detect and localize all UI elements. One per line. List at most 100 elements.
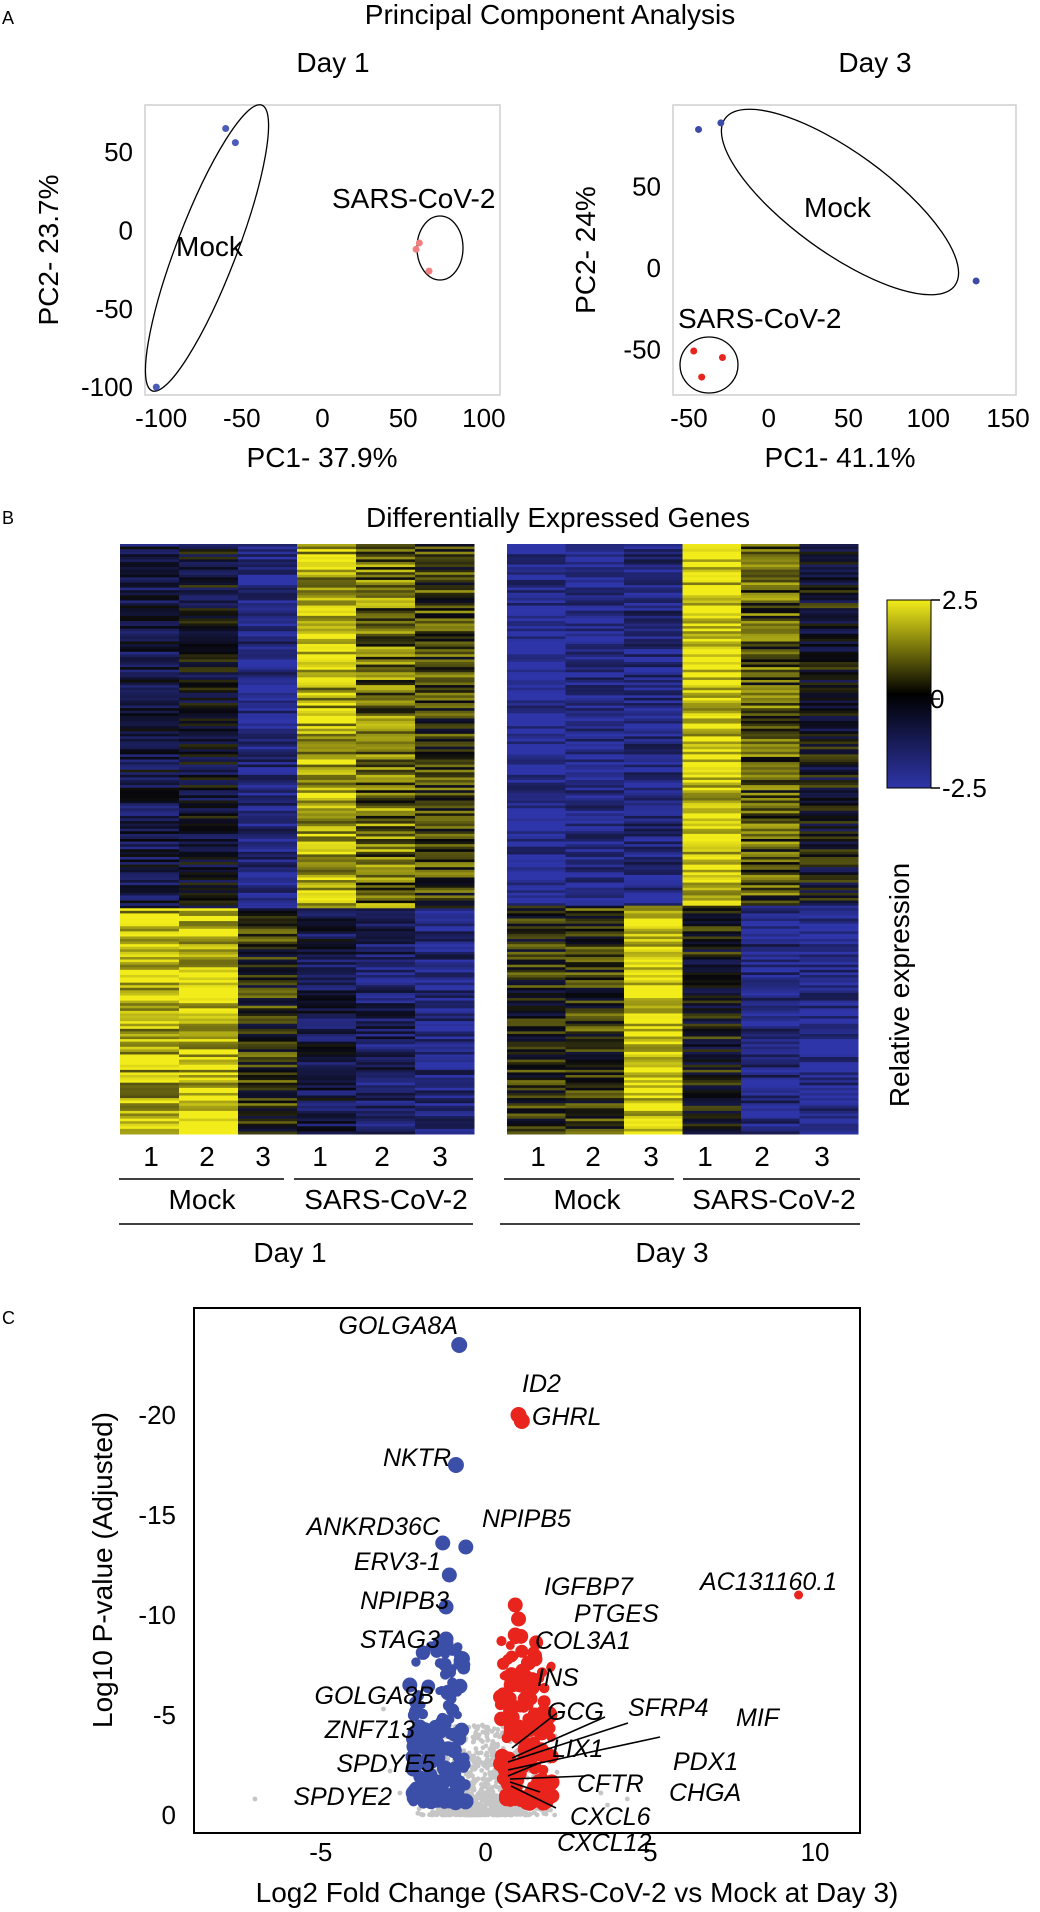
- pca-day1-title: Day 1: [296, 47, 369, 78]
- volcano-xtick-label: 5: [643, 1837, 657, 1867]
- heat3-column: [624, 544, 683, 1135]
- pca-day3-xtick-label: 150: [986, 403, 1029, 433]
- gene-label-ankrd36c: ANKRD36C: [305, 1513, 441, 1541]
- volcano-point-golga8a: [451, 1337, 468, 1353]
- heat3-column: [741, 544, 800, 1135]
- pca-day3-plot: Day 3 PC2- 24% PC1- 41.1% -50 0 50 100 150 50…: [570, 47, 1030, 473]
- pca-day3-point-sars: [690, 347, 698, 355]
- volcano-ytick-label: -20: [138, 1400, 176, 1430]
- pca-day1-ylabel: PC2- 23.7%: [33, 175, 64, 326]
- pca-day1-mock-ellipse: [144, 104, 270, 392]
- volcano-xlabel: Log2 Fold Change (SARS-CoV-2 vs Mock at …: [256, 1877, 899, 1908]
- heat3-column: [507, 544, 566, 1135]
- gene-label-golga8a: GOLGA8A: [339, 1312, 459, 1340]
- gene-label-chga: CHGA: [669, 1779, 741, 1807]
- day1-sars-label: SARS-CoV-2: [304, 1184, 467, 1215]
- pca-day1-xtick-label: 100: [462, 403, 505, 433]
- volcano-point-ankrd36c: [435, 1535, 451, 1551]
- gene-label-col3a1: COL3A1: [535, 1627, 631, 1655]
- day1-sample-3: 3: [255, 1141, 271, 1172]
- colorbar-label: Relative expression: [884, 863, 915, 1107]
- colorbar: 2.5 0 -2.5 Relative expression: [884, 585, 987, 1107]
- pca-day3-frame: [672, 104, 1017, 396]
- pca-day1-mock-label: Mock: [176, 231, 244, 262]
- gene-label-erv3-1: ERV3-1: [354, 1548, 441, 1576]
- gene-label-npipb5: NPIPB5: [482, 1505, 571, 1533]
- volcano-point-spdye2: [408, 1781, 424, 1797]
- colorbar-mid: 0: [930, 684, 944, 714]
- pca-day1-plot: Day 1 PC2- 23.7% PC1- 37.9% -100 -50 0 50 10…: [33, 47, 506, 473]
- pca-day1-point-mock: [231, 139, 239, 147]
- pca-day3-mock-ellipse: [720, 108, 960, 296]
- pca-day3-sars-ellipse: [679, 336, 739, 394]
- colorbar-gradient: [886, 599, 932, 789]
- colorbar-max: 2.5: [942, 585, 978, 615]
- pca-day3-xtick-label: 0: [761, 403, 775, 433]
- volcano-point-cxcl12: [507, 1779, 523, 1795]
- heat3-column: [799, 544, 859, 1135]
- volcano-arrows: [507, 1712, 661, 1809]
- gene-label-igfbp7: IGFBP7: [544, 1573, 634, 1601]
- heat3-column: [565, 544, 625, 1135]
- day1-sample-6: 3: [432, 1141, 448, 1172]
- day1-label: Day 1: [253, 1237, 326, 1268]
- panel-c-label: C: [2, 1308, 15, 1328]
- pca-day3-title: Day 3: [838, 47, 911, 78]
- volcano-plot: -5 0 5 10 0 -5 -10 -15 -20 GOLGA8A ID2 GHRL NKTR ANK…: [87, 1307, 899, 1908]
- volcano-point-col3a1: [507, 1627, 523, 1643]
- day3-sars-label: SARS-CoV-2: [692, 1184, 855, 1215]
- day1-sample-5: 2: [374, 1141, 390, 1172]
- volcano-point-ins: [520, 1655, 536, 1671]
- volcano-xtick-label: 0: [478, 1837, 492, 1867]
- pca-day3-xlabel: PC1- 41.1%: [765, 442, 916, 473]
- pca-day3-ytick-label: 0: [647, 253, 661, 283]
- gene-label-stag3: STAG3: [360, 1626, 440, 1654]
- pca-day3-point-sars: [718, 354, 726, 362]
- pca-title: Principal Component Analysis: [365, 0, 735, 30]
- pca-day3-ylabel: PC2- 24%: [570, 186, 601, 314]
- day1-sample-4: 1: [312, 1141, 328, 1172]
- pca-day3-xtick-label: -50: [670, 403, 708, 433]
- gene-label-spdye2: SPDYE2: [293, 1783, 392, 1811]
- pca-day1-ytick-label: 50: [104, 137, 133, 167]
- volcano-point-spdye5: [405, 1749, 421, 1765]
- pca-day1-xlabel: PC1- 37.9%: [247, 442, 398, 473]
- heat1-column: [179, 544, 239, 1135]
- heat1-column: [356, 544, 416, 1135]
- volcano-point-stag3: [438, 1631, 454, 1647]
- heatmap-day3: [507, 544, 859, 1135]
- pca-day1-point-sars: [412, 245, 420, 253]
- day3-sample-1: 1: [530, 1141, 546, 1172]
- heatmap-day1: [120, 544, 475, 1135]
- pca-day1-point-sars: [415, 239, 423, 247]
- day3-sample-4: 1: [697, 1141, 713, 1172]
- gene-label-cxcl6: CXCL6: [570, 1803, 651, 1831]
- pca-day1-ytick-label: -100: [81, 372, 133, 402]
- pca-day3-sars-label: SARS-CoV-2: [678, 303, 841, 334]
- gene-label-cftr: CFTR: [577, 1770, 644, 1798]
- pca-day1-xtick-label: 50: [389, 403, 418, 433]
- gene-label-ac131160.1: AC131160.1: [698, 1568, 837, 1596]
- gene-label-nktr: NKTR: [383, 1444, 451, 1472]
- pca-day1-xtick-label: -50: [223, 403, 261, 433]
- heat3-column: [682, 544, 742, 1135]
- volcano-xtick-label: 10: [801, 1837, 830, 1867]
- pca-day3-point-mock: [695, 125, 703, 133]
- pca-day1-point-mock: [222, 125, 230, 133]
- pca-day1-frame: [144, 104, 501, 396]
- gene-label-znf713: ZNF713: [324, 1716, 415, 1744]
- pca-day3-point-mock: [972, 277, 980, 285]
- heat1-column: [415, 544, 475, 1135]
- volcano-point-erv3-1: [441, 1567, 457, 1583]
- gene-label-ptges: PTGES: [574, 1600, 659, 1628]
- day3-sample-2: 2: [585, 1141, 601, 1172]
- gene-label-sfrp4: SFRP4: [628, 1694, 709, 1722]
- heatmap-title: Differentially Expressed Genes: [366, 502, 750, 533]
- volcano-point-ac131160.1: [794, 1590, 804, 1600]
- volcano-point-pdx1: [517, 1741, 533, 1757]
- volcano-ytick-label: -15: [138, 1500, 176, 1530]
- volcano-point-npipb5: [458, 1539, 474, 1555]
- volcano-xtick-label: -5: [309, 1837, 332, 1867]
- gene-label-spdye5: SPDYE5: [336, 1750, 435, 1778]
- pca-day3-point-sars: [698, 373, 706, 381]
